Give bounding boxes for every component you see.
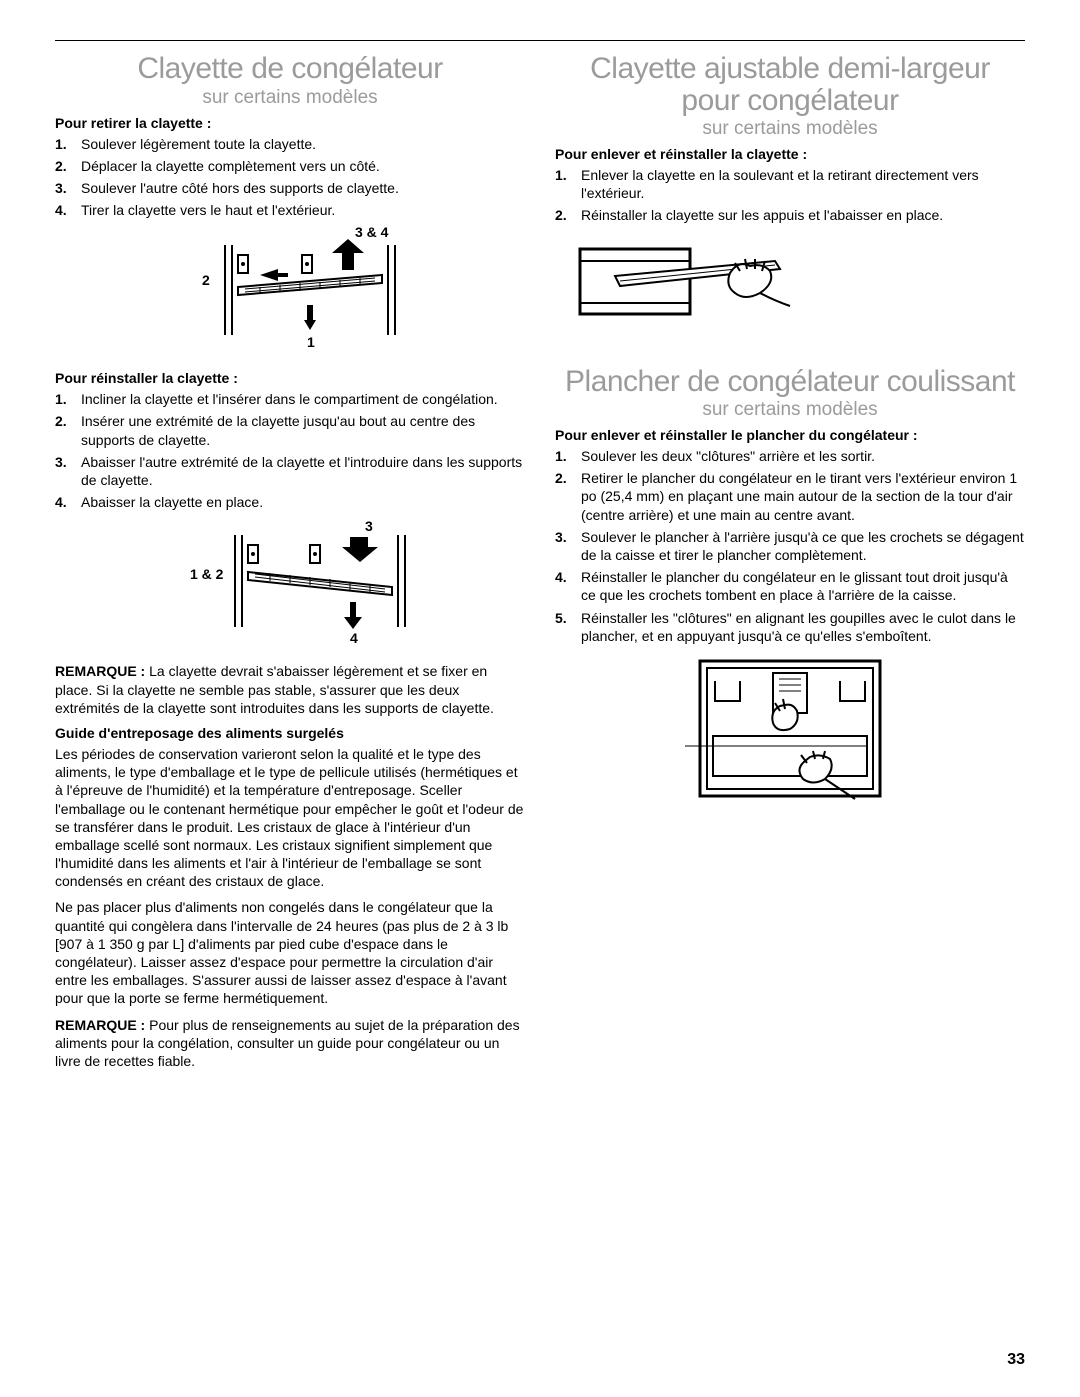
remarque-label: REMARQUE :	[55, 663, 145, 679]
list-item: Déplacer la clayette complètement vers u…	[55, 157, 525, 175]
section-title: Clayette ajustable demi-largeur pour con…	[555, 53, 1025, 116]
half-shelf-steps: Enlever la clayette en la soulevant et l…	[555, 166, 1025, 225]
list-item: Abaisser la clayette en place.	[55, 493, 525, 511]
title-line2: pour congélateur	[681, 84, 898, 117]
section-subtitle: sur certains modèles	[555, 399, 1025, 421]
list-item: Soulever le plancher à l'arrière jusqu'à…	[555, 528, 1025, 564]
list-item: Soulever légèrement toute la clayette.	[55, 135, 525, 153]
reinstall-heading: Pour réinstaller la clayette :	[55, 370, 525, 386]
section-subtitle: sur certains modèles	[555, 118, 1025, 140]
list-item: Incliner la clayette et l'insérer dans l…	[55, 390, 525, 408]
fig1-label-bottom: 1	[307, 334, 315, 350]
section-title: Plancher de congélateur coulissant	[555, 366, 1025, 398]
section-title: Clayette de congélateur	[55, 53, 525, 85]
floor-steps: Soulever les deux "clôtures" arrière et …	[555, 447, 1025, 645]
remarque-1: REMARQUE : La clayette devrait s'abaisse…	[55, 662, 525, 717]
reinstall-steps: Incliner la clayette et l'insérer dans l…	[55, 390, 525, 511]
fig1-label-left: 2	[202, 272, 210, 288]
guide-p1: Les périodes de conservation varieront s…	[55, 745, 525, 891]
shelf-remove-figure: 3 & 4 2	[55, 225, 525, 360]
remove-reinstall-heading: Pour enlever et réinstaller la clayette …	[555, 146, 1025, 162]
right-column: Clayette ajustable demi-largeur pour con…	[555, 53, 1025, 1078]
list-item: Abaisser l'autre extrémité de la clayett…	[55, 453, 525, 489]
list-item: Soulever l'autre côté hors des supports …	[55, 179, 525, 197]
half-shelf-figure	[555, 231, 1025, 336]
fig2-label-left: 1 & 2	[190, 566, 224, 582]
remarque-2: REMARQUE : Pour plus de renseignements a…	[55, 1016, 525, 1071]
guide-p2: Ne pas placer plus d'aliments non congel…	[55, 898, 525, 1007]
remarque-label: REMARQUE :	[55, 1017, 145, 1033]
fig1-label-top: 3 & 4	[355, 225, 389, 240]
list-item: Insérer une extrémité de la clayette jus…	[55, 412, 525, 448]
list-item: Réinstaller le plancher du congélateur e…	[555, 568, 1025, 604]
list-item: Réinstaller les "clôtures" en alignant l…	[555, 609, 1025, 645]
remove-steps: Soulever légèrement toute la clayette. D…	[55, 135, 525, 220]
shelf-reinstall-figure: 3 1 & 2	[55, 517, 525, 652]
list-item: Réinstaller la clayette sur les appuis e…	[555, 206, 1025, 224]
list-item: Enlever la clayette en la soulevant et l…	[555, 166, 1025, 202]
floor-figure	[555, 651, 1025, 816]
list-item: Tirer la clayette vers le haut et l'exté…	[55, 201, 525, 219]
left-column: Clayette de congélateur sur certains mod…	[55, 53, 525, 1078]
floor-heading: Pour enlever et réinstaller le plancher …	[555, 427, 1025, 443]
fig2-label-top: 3	[365, 518, 373, 534]
list-item: Retirer le plancher du congélateur en le…	[555, 469, 1025, 524]
guide-heading: Guide d'entreposage des aliments surgelé…	[55, 725, 525, 741]
list-item: Soulever les deux "clôtures" arrière et …	[555, 447, 1025, 465]
title-line1: Clayette ajustable demi-largeur	[590, 52, 990, 85]
fig2-label-bottom: 4	[350, 630, 358, 646]
section-subtitle: sur certains modèles	[55, 87, 525, 109]
remove-heading: Pour retirer la clayette :	[55, 115, 525, 131]
page-number: 33	[1007, 1351, 1025, 1369]
